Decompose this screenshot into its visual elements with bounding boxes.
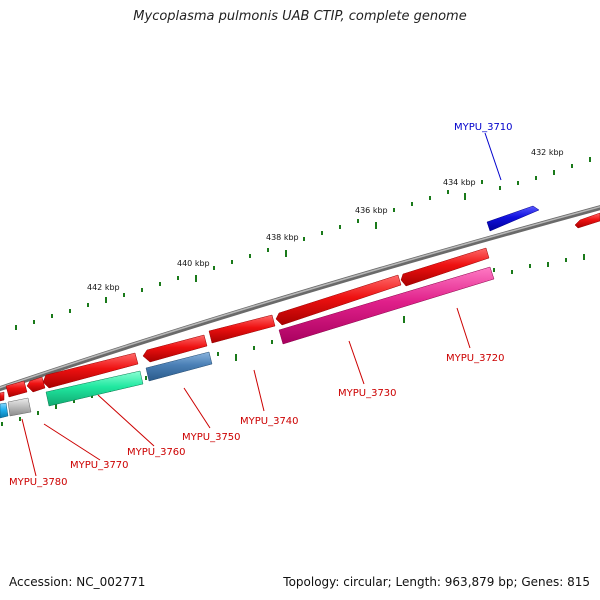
forward-strand-genes <box>0 205 600 402</box>
topology-summary: Topology: circular; Length: 963,879 bp; … <box>283 575 590 589</box>
gene-label-mypu-3780[interactable]: MYPU_3780 <box>9 477 68 488</box>
gene-mypu-3720-3730[interactable] <box>278 266 495 345</box>
scale-label-434: 434 kbp <box>443 178 476 187</box>
accession-text: Accession: NC_002771 <box>9 575 146 589</box>
scale-label-432: 432 kbp <box>531 148 564 157</box>
gene-label-mypu-3750[interactable]: MYPU_3750 <box>182 432 241 443</box>
gene-forward-7[interactable] <box>5 380 28 398</box>
gene-mypu-3770[interactable] <box>7 397 32 417</box>
gene-forward-6[interactable] <box>26 376 46 393</box>
gene-forward-3[interactable] <box>208 314 276 344</box>
gene-forward-edge[interactable] <box>574 212 600 229</box>
gene-label-mypu-3710[interactable]: MYPU_3710 <box>454 122 513 133</box>
gene-forward-2[interactable] <box>275 274 402 326</box>
gene-label-mypu-3760[interactable]: MYPU_3760 <box>127 447 186 458</box>
gene-mypu-3760[interactable] <box>45 370 144 407</box>
gene-mypu-3750[interactable] <box>145 351 213 382</box>
gene-label-mypu-3770[interactable]: MYPU_3770 <box>70 460 129 471</box>
reverse-strand-genes <box>0 266 495 419</box>
gene-mypu-3780[interactable] <box>0 402 9 419</box>
genome-backbone <box>0 205 600 392</box>
scale-label-438: 438 kbp <box>266 233 299 242</box>
gene-label-mypu-3720[interactable]: MYPU_3720 <box>446 353 505 364</box>
gene-label-mypu-3740[interactable]: MYPU_3740 <box>240 416 299 427</box>
scale-label-442: 442 kbp <box>87 283 120 292</box>
gene-label-mypu-3730[interactable]: MYPU_3730 <box>338 388 397 399</box>
label-leader-lines <box>21 132 502 477</box>
gene-mypu-3710[interactable] <box>486 205 540 232</box>
scale-label-440: 440 kbp <box>177 259 210 268</box>
gene-forward-4[interactable] <box>142 334 208 363</box>
scale-label-436: 436 kbp <box>355 206 388 215</box>
map-title: Mycoplasma pulmonis UAB CTIP, complete g… <box>133 9 467 24</box>
gene-forward-8[interactable] <box>0 391 5 402</box>
outer-scale-ticks <box>15 157 591 330</box>
gene-forward-5[interactable] <box>42 352 139 389</box>
gene-forward-1[interactable] <box>400 247 490 287</box>
